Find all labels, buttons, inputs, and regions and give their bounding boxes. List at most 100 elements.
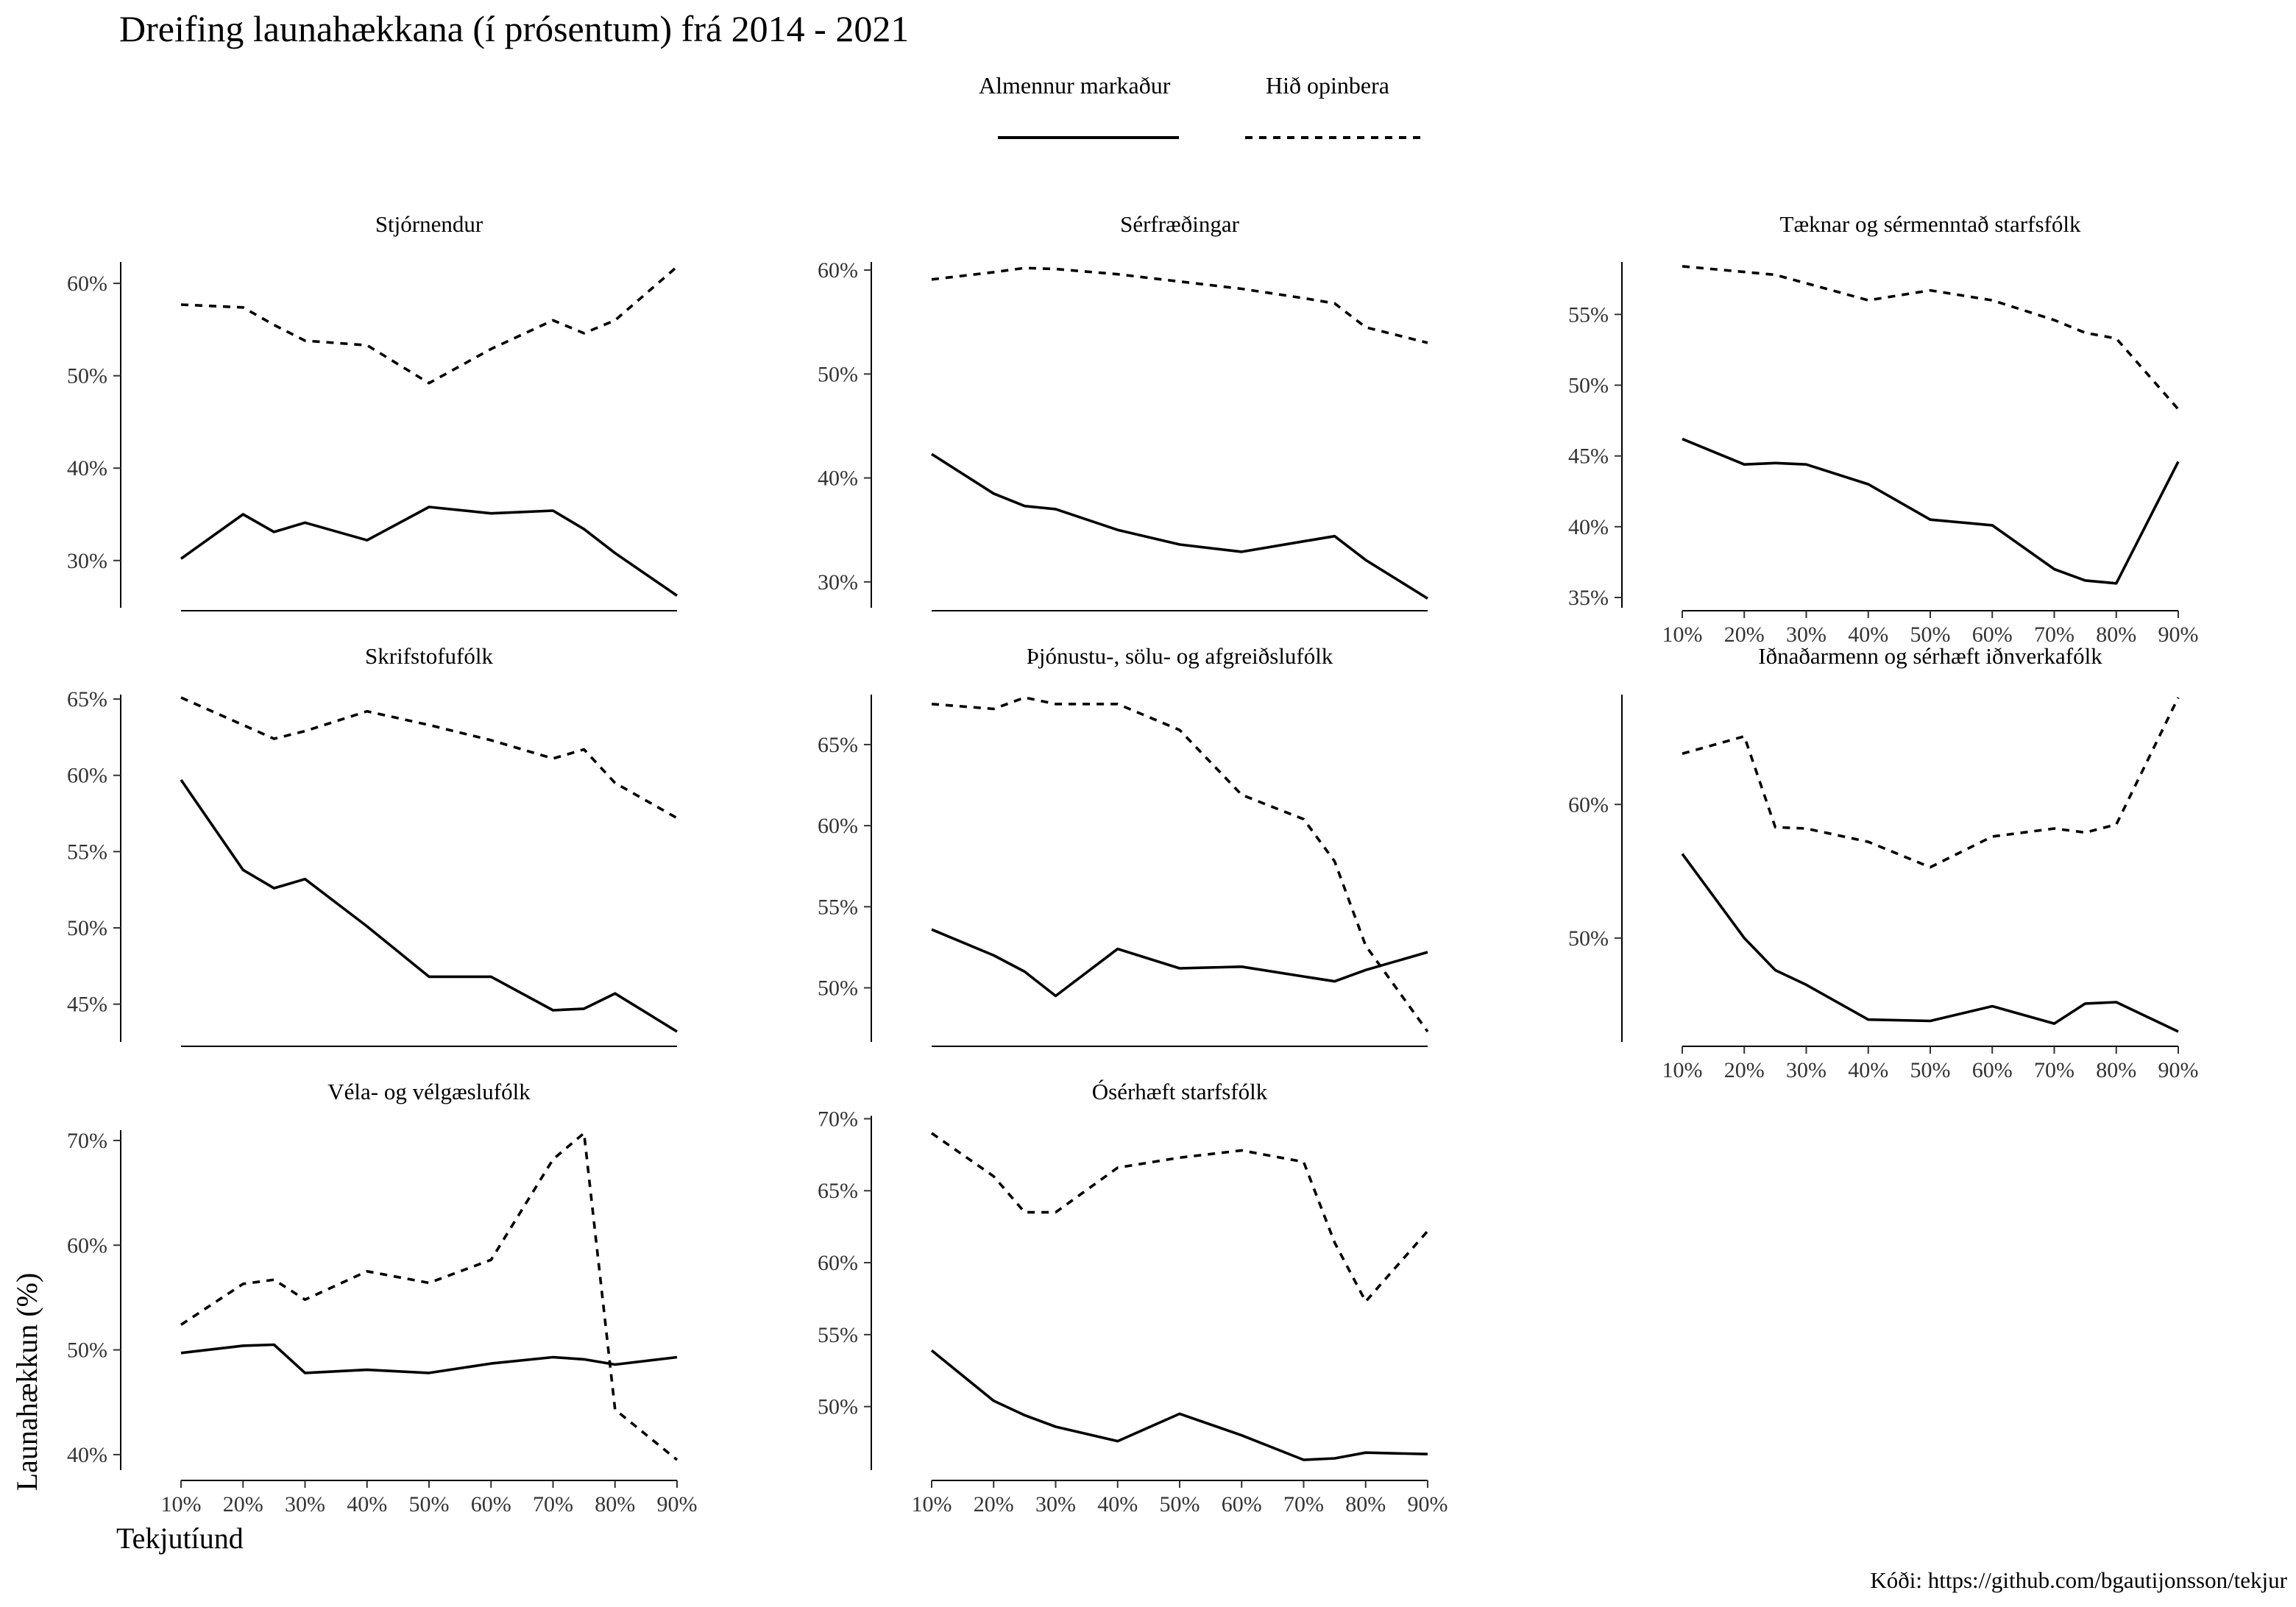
x-tick-label: 20% xyxy=(1724,622,1765,647)
series-line-almennur-markadur xyxy=(180,505,678,597)
x-tick-label: 10% xyxy=(1662,1058,1703,1082)
series-line-hid-opinbera xyxy=(930,1132,1429,1303)
x-tick-label: 20% xyxy=(223,1492,263,1516)
facet-skrifstofufolk: Skrifstofufólk 45% 50% 55% 60% 65% xyxy=(67,643,678,1047)
y-tick-label: 55% xyxy=(818,1323,858,1347)
x-tick-label: 60% xyxy=(1972,1058,2013,1082)
series-line-almennur-markadur xyxy=(931,928,1428,998)
x-tick-label: 30% xyxy=(1786,622,1826,647)
facet-tæknar-og-sermenntað-starfsfolk: Tæknar og sérmenntað starfsfólk 35% 40% 45%… xyxy=(1568,211,2199,647)
y-tick-label: 50% xyxy=(67,364,107,389)
y-tick-label: 55% xyxy=(1568,302,1609,327)
x-tick-label: 50% xyxy=(1160,1492,1200,1516)
x-axis-title: Tekjutíund xyxy=(116,1522,244,1555)
series-line-almennur-markadur xyxy=(930,1349,1428,1461)
x-tick-label: 40% xyxy=(1848,1058,1888,1082)
series-line-hid-opinbera xyxy=(180,696,678,820)
y-tick-label: 60% xyxy=(818,814,858,838)
y-tick-label: 40% xyxy=(818,467,858,491)
legend-label-almennur: Almennur markaður xyxy=(979,72,1171,99)
y-tick-label: 45% xyxy=(1568,444,1609,469)
legend: Almennur markaður Hið opinbera xyxy=(979,72,1426,139)
x-tick-label: 40% xyxy=(1097,1492,1138,1516)
y-tick-label: 50% xyxy=(67,1338,107,1363)
x-tick-label: 60% xyxy=(471,1492,511,1516)
facet-title: Stjórnendur xyxy=(375,211,483,237)
y-tick-label: 65% xyxy=(67,687,107,712)
y-tick-label: 65% xyxy=(818,1179,858,1203)
x-tick-label: 30% xyxy=(1786,1058,1826,1082)
x-tick-label: 40% xyxy=(1848,622,1888,647)
series-line-almennur-markadur xyxy=(1681,853,2179,1033)
facet-title: Sérfræðingar xyxy=(1120,211,1240,237)
series-line-hid-opinbera xyxy=(1682,265,2180,411)
series-line-hid-opinbera xyxy=(931,696,1429,1033)
x-tick-label: 90% xyxy=(657,1492,698,1516)
y-tick-label: 50% xyxy=(1568,926,1609,951)
facet-stjornendur: Stjórnendur 30% 40% 50% 60% xyxy=(67,211,678,611)
y-tick-label: 70% xyxy=(67,1129,107,1153)
y-tick-label: 50% xyxy=(67,916,107,940)
x-tick-label: 80% xyxy=(1345,1492,1386,1516)
x-tick-label: 60% xyxy=(1972,622,2013,647)
y-tick-label: 70% xyxy=(818,1107,858,1131)
facet-title: Ósérhæft starfsfólk xyxy=(1092,1079,1268,1104)
series-line-almennur-markadur xyxy=(180,778,678,1033)
y-tick-label: 30% xyxy=(67,549,107,573)
x-tick-label: 40% xyxy=(347,1492,387,1516)
x-tick-label: 30% xyxy=(1035,1492,1076,1516)
y-tick-label: 50% xyxy=(1568,373,1609,397)
x-tick-label: 50% xyxy=(1910,1058,1951,1082)
series-line-almennur-markadur xyxy=(180,1343,678,1374)
facet-title: Iðnaðarmenn og sérhæft iðnverkafólk xyxy=(1758,643,2102,669)
x-tick-label: 90% xyxy=(2158,1058,2199,1082)
series-line-hid-opinbera xyxy=(1682,697,2180,869)
caption: Kóði: https://github.com/bgautijonsson/t… xyxy=(1870,1567,2287,1593)
facet-panels: Stjórnendur 30% 40% 50% 60% Sérfræðingar 30% 40… xyxy=(67,211,2199,1516)
x-tick-label: 10% xyxy=(912,1492,952,1516)
facet-title: Þjónustu-, sölu- og afgreiðslufólk xyxy=(1027,643,1333,669)
x-tick-label: 20% xyxy=(1724,1058,1765,1082)
x-tick-label: 50% xyxy=(1910,622,1951,647)
y-tick-label: 35% xyxy=(1568,586,1609,610)
x-tick-label: 70% xyxy=(2034,622,2074,647)
x-tick-label: 10% xyxy=(1662,622,1703,647)
y-axis-title: Launahækkun (%) xyxy=(10,1273,43,1491)
y-tick-label: 40% xyxy=(67,1443,107,1467)
series-line-almennur-markadur xyxy=(931,453,1428,600)
y-tick-label: 60% xyxy=(67,1233,107,1257)
x-tick-label: 90% xyxy=(2158,622,2199,647)
y-tick-label: 30% xyxy=(818,570,858,595)
series-line-hid-opinbera xyxy=(931,266,1428,344)
facet-iðnaðarmenn-og-serhæft-iðnverkafolk: Iðnaðarmenn og sérhæft iðnverkafólk 50% 60… xyxy=(1568,643,2199,1082)
x-tick-label: 80% xyxy=(595,1492,635,1516)
y-tick-label: 40% xyxy=(1568,515,1609,539)
y-tick-label: 60% xyxy=(818,1251,858,1275)
y-tick-label: 40% xyxy=(67,456,107,480)
facet-title: Tæknar og sérmenntað starfsfólk xyxy=(1780,211,2081,237)
y-tick-label: 60% xyxy=(67,272,107,296)
x-tick-label: 80% xyxy=(2096,622,2136,647)
x-tick-label: 70% xyxy=(1283,1492,1324,1516)
y-tick-label: 50% xyxy=(818,976,858,1000)
y-tick-label: 45% xyxy=(67,993,107,1017)
y-tick-label: 60% xyxy=(67,764,107,788)
x-tick-label: 30% xyxy=(285,1492,325,1516)
facet-vela-og-velgæslufolk: Véla- og vélgæslufólk 40% 50% 60% 70% 10% 20% 3… xyxy=(67,1079,698,1516)
y-tick-label: 60% xyxy=(1568,792,1609,817)
facet-title: Skrifstofufólk xyxy=(365,643,493,669)
x-tick-label: 80% xyxy=(2096,1058,2136,1082)
y-tick-label: 50% xyxy=(818,1395,858,1419)
y-tick-label: 55% xyxy=(67,840,107,864)
x-tick-label: 70% xyxy=(2034,1058,2074,1082)
series-line-almennur-markadur xyxy=(1682,437,2180,585)
x-tick-label: 10% xyxy=(161,1492,202,1516)
x-tick-label: 60% xyxy=(1222,1492,1262,1516)
y-tick-label: 65% xyxy=(818,733,858,757)
facet-oserhæft-starfsfolk: Ósérhæft starfsfólk 50% 55% 60% 65% 70% 10% 20%… xyxy=(818,1079,1448,1516)
legend-label-opinbera: Hið opinbera xyxy=(1266,72,1389,99)
x-tick-label: 20% xyxy=(974,1492,1014,1516)
series-line-hid-opinbera xyxy=(180,266,678,385)
facet-þjonustu-solu-og-afgreiðslufolk: Þjónustu-, sölu- og afgreiðslufólk 50% 55%… xyxy=(818,643,1429,1047)
